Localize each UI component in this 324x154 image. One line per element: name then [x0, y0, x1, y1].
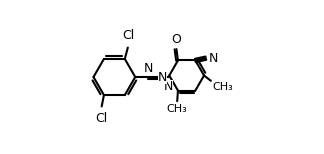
Text: N: N: [144, 62, 153, 75]
Text: O: O: [171, 33, 181, 46]
Text: N: N: [164, 80, 173, 93]
Text: N: N: [157, 71, 167, 83]
Text: Cl: Cl: [95, 112, 107, 126]
Text: Cl: Cl: [122, 29, 135, 42]
Text: CH₃: CH₃: [166, 104, 187, 114]
Text: N: N: [209, 52, 218, 65]
Text: CH₃: CH₃: [212, 82, 233, 92]
